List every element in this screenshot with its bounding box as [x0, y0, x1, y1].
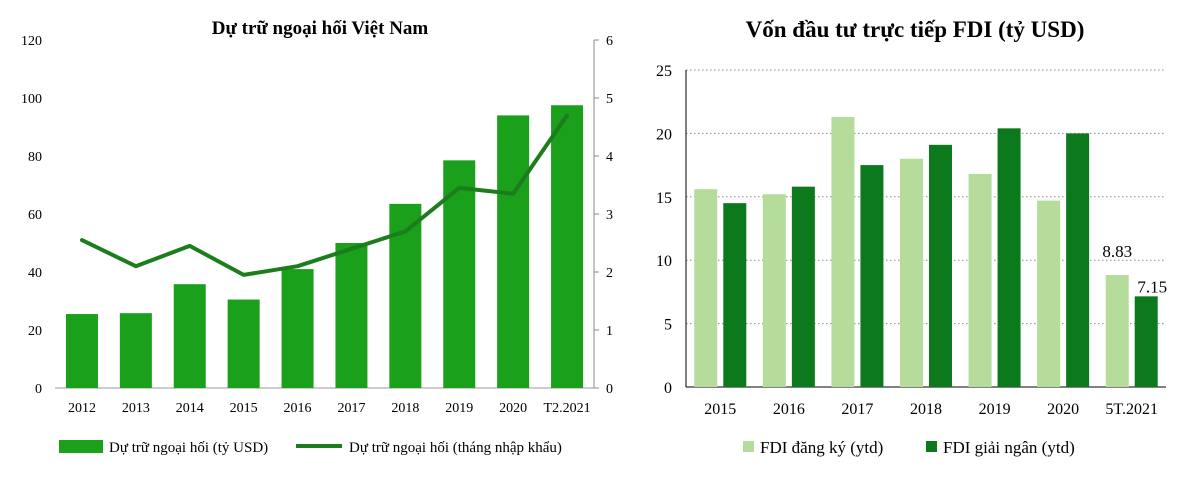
fdi-data-labels: 8.83 7.15	[1102, 242, 1167, 296]
fdi-y-tick-label: 15	[656, 190, 672, 207]
fdi-registered-bar	[831, 116, 855, 387]
fdi-disbursed-data-label: 7.15	[1137, 277, 1167, 296]
fdi-x-label: 2019	[979, 401, 1011, 418]
fdi-disbursed-bar	[723, 203, 747, 387]
legend-label-disbursed: FDI giải ngân (ytd)	[943, 438, 1075, 457]
reserves-x-label: 2016	[284, 401, 312, 416]
legend-swatch-registered	[743, 441, 754, 452]
fdi-x-label: 2020	[1047, 401, 1079, 418]
reserves-x-label: T2.2021	[544, 401, 591, 416]
reserves-chart-title: Dự trữ ngoại hối Việt Nam	[212, 18, 429, 39]
fdi-registered-bar	[694, 189, 718, 387]
fdi-chart: Vốn đầu tư trực tiếp FDI (tỷ USD) 0 5 10 15…	[656, 17, 1167, 457]
fdi-x-label: 2017	[841, 401, 873, 418]
fdi-y-tick-label: 0	[664, 380, 672, 397]
fdi-x-labels: 2015 2016 2017 2018 2019 2020 5T.2021	[704, 401, 1158, 418]
reserves-bar	[227, 299, 260, 388]
reserves-bars	[65, 105, 584, 389]
reserves-bar	[497, 115, 530, 389]
fdi-disbursed-bar	[997, 128, 1021, 387]
reserves-bar	[551, 105, 584, 388]
fdi-disbursed-bar	[929, 144, 952, 387]
reserves-bar	[173, 284, 206, 388]
fdi-y-tick-label: 20	[656, 126, 672, 143]
left-y-tick-label: 60	[28, 208, 42, 223]
fdi-x-label: 2018	[910, 401, 942, 418]
right-y-tick-label: 6	[606, 34, 613, 49]
fdi-disbursed-bar	[1066, 133, 1090, 387]
fdi-registered-bar	[762, 194, 786, 387]
fdi-registered-bar	[1105, 275, 1129, 387]
left-y-tick-label: 80	[28, 150, 42, 165]
reserves-legend: Dự trữ ngoại hối (tỷ USD) Dự trữ ngoại h…	[59, 440, 562, 456]
fdi-x-label: 2015	[704, 401, 736, 418]
legend-label-registered: FDI đăng ký (ytd)	[760, 438, 883, 457]
fdi-registered-bar	[900, 158, 923, 387]
fdi-y-tick-label: 10	[656, 253, 672, 270]
fdi-y-tick-label: 25	[656, 63, 672, 80]
reserves-x-label: 2014	[176, 401, 204, 416]
fdi-y-tick-label: 5	[664, 317, 672, 334]
left-y-tick-label: 40	[28, 266, 42, 281]
fdi-registered-bar	[1037, 200, 1061, 387]
fdi-chart-title: Vốn đầu tư trực tiếp FDI (tỷ USD)	[746, 17, 1085, 42]
reserves-x-label: 2015	[230, 401, 258, 416]
fdi-registered-data-label: 8.83	[1102, 242, 1132, 261]
reserves-bar	[119, 313, 152, 388]
fdi-registered-bar	[968, 173, 992, 387]
fdi-legend: FDI đăng ký (ytd) FDI giải ngân (ytd)	[743, 438, 1075, 457]
right-y-tick-label: 2	[606, 266, 613, 281]
right-y-tick-label: 3	[606, 208, 613, 223]
reserves-x-label: 2019	[445, 401, 473, 416]
reserves-x-label: 2017	[337, 401, 365, 416]
fdi-bars	[694, 116, 1158, 387]
left-y-tick-label: 120	[21, 34, 42, 49]
left-y-tick-label: 20	[28, 324, 42, 339]
fdi-x-label: 5T.2021	[1105, 401, 1158, 418]
right-y-tick-label: 1	[606, 324, 613, 339]
reserves-x-label: 2020	[499, 401, 527, 416]
reserves-bar	[65, 314, 98, 388]
reserves-chart: Dự trữ ngoại hối Việt Nam 02040608010012…	[21, 18, 613, 456]
reserves-x-label: 2013	[122, 401, 150, 416]
reserves-bar	[281, 269, 314, 388]
fdi-disbursed-bar	[1134, 296, 1158, 387]
reserves-bar	[335, 243, 368, 388]
reserves-x-labels: 2012 2013 2014 2015 2016 2017 2018 2019 2020 T2.2…	[68, 401, 591, 416]
legend-swatch-disbursed	[926, 441, 937, 452]
fdi-x-label: 2016	[773, 401, 805, 418]
right-y-tick-label: 0	[606, 382, 613, 397]
right-y-tick-label: 4	[606, 150, 613, 165]
legend-label-bar: Dự trữ ngoại hối (tỷ USD)	[109, 440, 268, 456]
reserves-right-ticks: 0 1 2 3 4 5 6	[594, 34, 613, 397]
legend-swatch-bar	[59, 440, 103, 453]
reserves-left-ticks: 0 20 40 60 80 100 120	[21, 34, 42, 397]
legend-label-line: Dự trữ ngoại hối (tháng nhập khẩu)	[349, 440, 562, 456]
fdi-disbursed-bar	[791, 186, 815, 387]
right-y-tick-label: 5	[606, 92, 613, 107]
fdi-disbursed-bar	[860, 165, 884, 387]
reserves-x-label: 2012	[68, 401, 96, 416]
left-y-tick-label: 100	[21, 92, 42, 107]
reserves-months-line	[79, 113, 570, 277]
reserves-x-label: 2018	[391, 401, 419, 416]
left-y-tick-label: 0	[35, 382, 42, 397]
